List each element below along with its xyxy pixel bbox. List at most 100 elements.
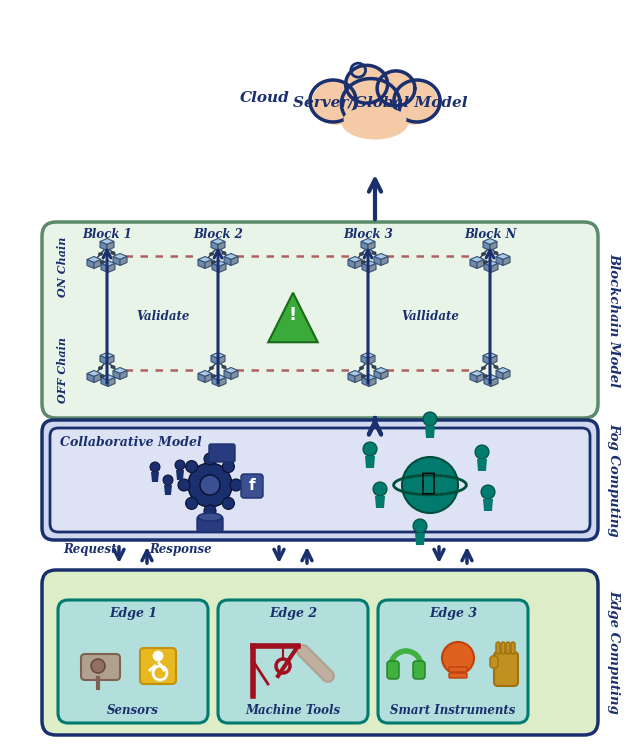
Circle shape	[186, 460, 198, 472]
Text: Machine Tools: Machine Tools	[245, 704, 340, 717]
Polygon shape	[101, 375, 115, 381]
Polygon shape	[218, 242, 225, 251]
FancyBboxPatch shape	[501, 642, 505, 654]
FancyBboxPatch shape	[496, 642, 500, 654]
Polygon shape	[362, 375, 376, 381]
Polygon shape	[211, 239, 225, 245]
Text: Collaborative Model: Collaborative Model	[60, 436, 202, 448]
Polygon shape	[374, 367, 388, 373]
Polygon shape	[211, 242, 218, 251]
Circle shape	[150, 462, 160, 472]
Polygon shape	[483, 239, 497, 245]
Circle shape	[423, 412, 437, 426]
FancyBboxPatch shape	[140, 648, 176, 684]
Text: Block 1: Block 1	[82, 228, 132, 240]
Polygon shape	[374, 370, 381, 379]
Polygon shape	[368, 242, 375, 251]
Polygon shape	[381, 257, 388, 266]
Circle shape	[175, 460, 185, 470]
Text: Cloud: Cloud	[240, 91, 290, 105]
Polygon shape	[198, 373, 205, 382]
FancyBboxPatch shape	[490, 656, 498, 668]
Polygon shape	[496, 370, 503, 379]
Polygon shape	[211, 352, 225, 358]
Circle shape	[363, 442, 377, 456]
Text: Response: Response	[149, 543, 212, 556]
Polygon shape	[470, 260, 477, 269]
Polygon shape	[348, 260, 355, 269]
FancyBboxPatch shape	[449, 667, 467, 672]
Polygon shape	[484, 261, 498, 267]
Polygon shape	[94, 373, 101, 382]
Polygon shape	[484, 375, 498, 381]
Polygon shape	[212, 378, 219, 387]
Polygon shape	[198, 370, 212, 376]
Text: Server/Global Model: Server/Global Model	[292, 96, 467, 110]
Polygon shape	[348, 373, 355, 382]
Polygon shape	[164, 485, 172, 495]
FancyBboxPatch shape	[42, 222, 598, 418]
Polygon shape	[107, 355, 114, 364]
Polygon shape	[361, 242, 368, 251]
Polygon shape	[218, 355, 225, 364]
Polygon shape	[151, 472, 159, 482]
Circle shape	[402, 457, 458, 513]
Polygon shape	[113, 370, 120, 379]
Polygon shape	[361, 355, 368, 364]
Circle shape	[481, 485, 495, 499]
Circle shape	[186, 497, 198, 509]
Polygon shape	[483, 352, 497, 358]
FancyBboxPatch shape	[58, 600, 208, 723]
Polygon shape	[224, 254, 238, 260]
FancyBboxPatch shape	[42, 570, 598, 735]
Text: Blockchain Model: Blockchain Model	[607, 253, 621, 387]
Polygon shape	[496, 367, 510, 373]
Circle shape	[475, 445, 489, 459]
Ellipse shape	[312, 80, 362, 125]
Polygon shape	[100, 239, 114, 245]
Polygon shape	[348, 257, 362, 263]
Polygon shape	[212, 375, 226, 381]
Polygon shape	[483, 499, 493, 511]
Polygon shape	[415, 533, 425, 545]
Polygon shape	[113, 257, 120, 266]
Polygon shape	[348, 370, 362, 376]
Polygon shape	[491, 378, 498, 387]
FancyBboxPatch shape	[218, 600, 368, 723]
Polygon shape	[87, 370, 101, 376]
Circle shape	[178, 479, 190, 491]
Circle shape	[153, 651, 163, 661]
Text: Smart Instruments: Smart Instruments	[390, 704, 516, 717]
Text: Request: Request	[63, 543, 117, 556]
Polygon shape	[496, 257, 503, 266]
FancyBboxPatch shape	[42, 420, 598, 540]
Text: Vallidate: Vallidate	[401, 309, 459, 322]
Text: Block N: Block N	[464, 228, 516, 240]
Polygon shape	[87, 257, 101, 263]
Text: Edge 2: Edge 2	[269, 608, 317, 620]
FancyBboxPatch shape	[506, 642, 510, 654]
Text: OFF Chain: OFF Chain	[56, 337, 67, 403]
Ellipse shape	[346, 65, 392, 107]
Polygon shape	[224, 257, 231, 266]
Text: Block 2: Block 2	[193, 228, 243, 240]
FancyBboxPatch shape	[413, 661, 425, 679]
Polygon shape	[205, 373, 212, 382]
FancyBboxPatch shape	[449, 673, 467, 678]
Circle shape	[222, 497, 234, 509]
Polygon shape	[87, 260, 94, 269]
Polygon shape	[496, 254, 510, 260]
Polygon shape	[212, 261, 226, 267]
Polygon shape	[108, 264, 115, 273]
Polygon shape	[362, 378, 369, 387]
Polygon shape	[101, 264, 108, 273]
Polygon shape	[484, 378, 491, 387]
Polygon shape	[484, 264, 491, 273]
Polygon shape	[219, 378, 226, 387]
Circle shape	[200, 475, 220, 495]
Polygon shape	[491, 264, 498, 273]
Polygon shape	[120, 257, 127, 266]
Text: !: !	[289, 306, 297, 324]
Circle shape	[413, 519, 427, 533]
Polygon shape	[490, 355, 497, 364]
